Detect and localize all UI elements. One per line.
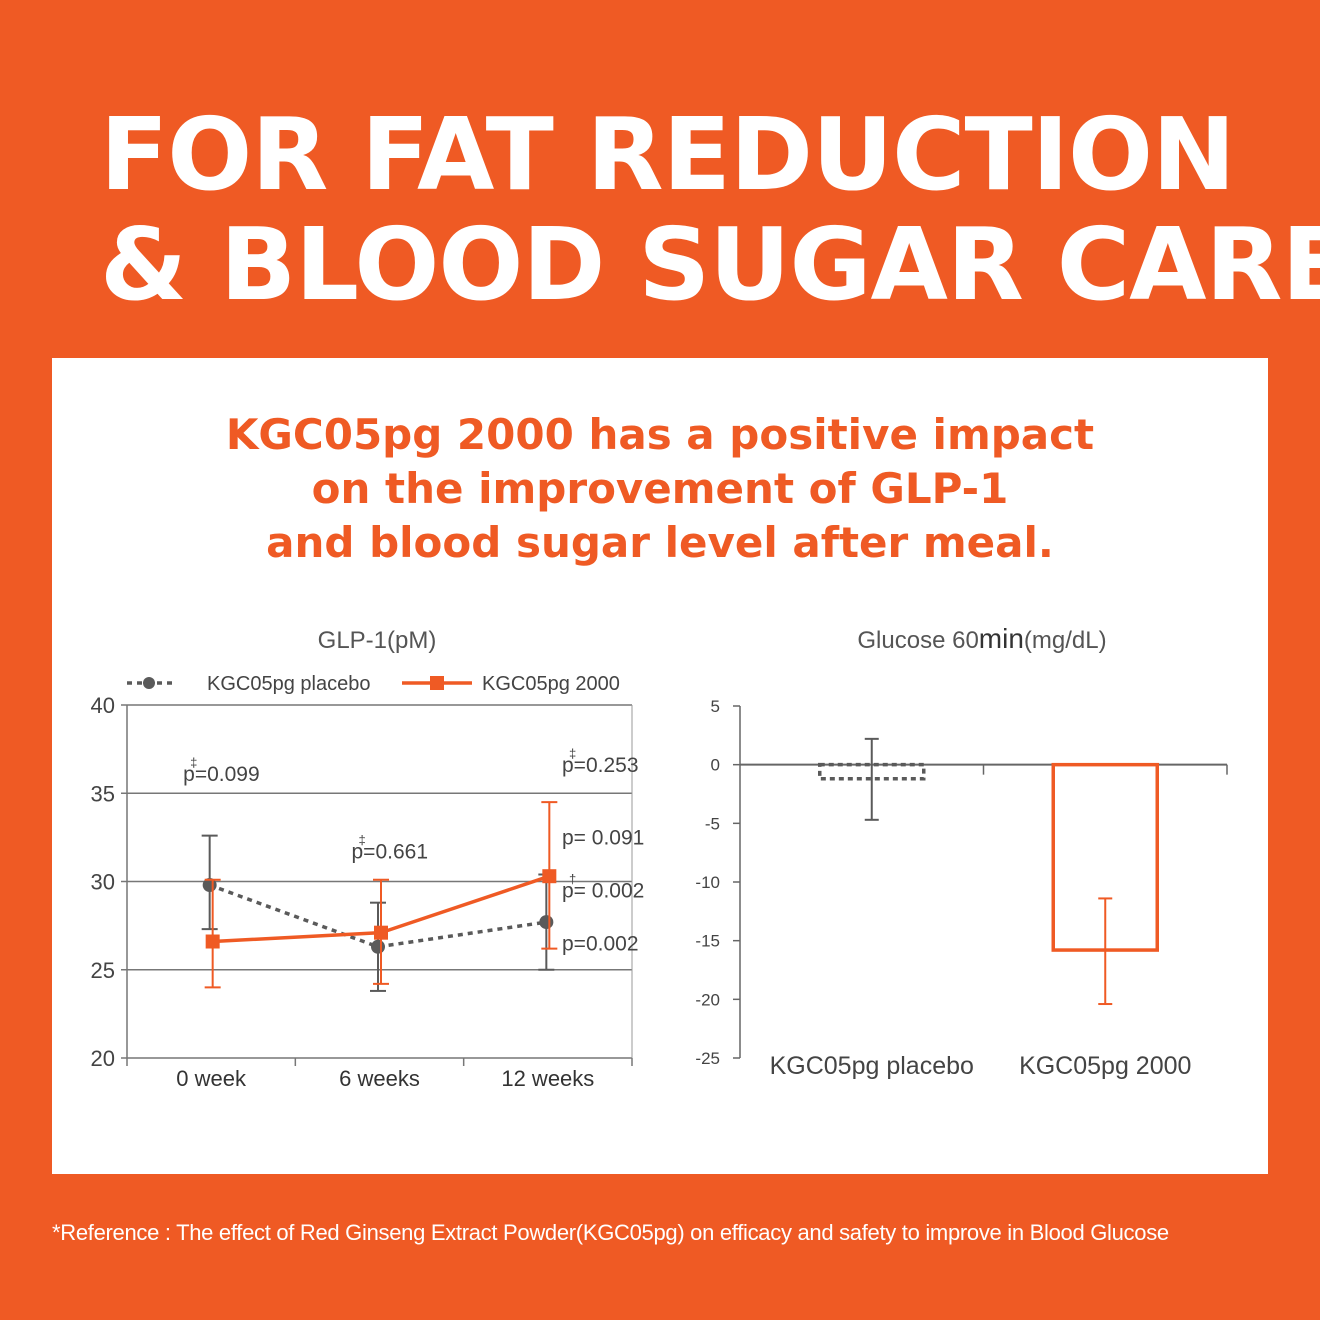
glp1-point-square bbox=[374, 925, 388, 940]
glucose-ytick-label: -10 bbox=[695, 873, 720, 892]
glucose-ytick-label: -5 bbox=[705, 814, 720, 833]
panel-subtitle: KGC05pg 2000 has a positive impact on th… bbox=[52, 408, 1268, 570]
subtitle-line-3: and blood sugar level after meal. bbox=[266, 518, 1054, 567]
glp1-ytick-label: 25 bbox=[91, 958, 115, 983]
subtitle-line-2: on the improvement of GLP-1 bbox=[311, 464, 1009, 513]
glp1-annotation-text: p=0.099 bbox=[183, 763, 260, 786]
legend-placebo-marker bbox=[143, 677, 155, 689]
headline-line-2: & BLOOD SUGAR CARE* bbox=[100, 210, 1320, 320]
headline-line-1: FOR FAT REDUCTION bbox=[100, 96, 1236, 213]
glp1-annotation: p=0.253 bbox=[562, 754, 639, 777]
glp1-annotation-text: p= 0.091 bbox=[562, 826, 644, 849]
glp1-annotation-text: p=0.661 bbox=[352, 841, 429, 864]
charts-svg: GLP-1(pM) 20 25 30 35 40 0 week 6 weeks 12 weeks… bbox=[91, 623, 1228, 1091]
glp1-xtick-label: 0 week bbox=[176, 1066, 247, 1091]
glp1-annotation-dagger: ‡ bbox=[569, 746, 576, 761]
glucose-category-label: KGC05pg placebo bbox=[770, 1052, 974, 1080]
headline-line-2-text: & BLOOD SUGAR CARE bbox=[100, 206, 1320, 323]
glp1-annotation: p= 0.002 bbox=[562, 879, 644, 902]
glp1-point-circle bbox=[539, 915, 554, 930]
glp1-annotation: p=0.661 bbox=[352, 841, 429, 864]
glp1-series-line bbox=[209, 883, 547, 949]
legend-2000-label: KGC05pg 2000 bbox=[482, 673, 620, 695]
glucose-ytick-label: 5 bbox=[711, 697, 720, 716]
glucose-ytick-label: 0 bbox=[711, 756, 720, 775]
reference-note: *Reference : The effect of Red Ginseng E… bbox=[52, 1220, 1169, 1245]
glp1-annotation: p= 0.091 bbox=[562, 826, 644, 849]
glp1-ytick-label: 35 bbox=[91, 781, 115, 806]
glp1-ytick-label: 40 bbox=[91, 693, 115, 718]
glp1-annotation-text: p=0.253 bbox=[562, 754, 639, 777]
glucose-ytick-label: -15 bbox=[695, 932, 720, 951]
glucose-title-part: (mg/dL) bbox=[1024, 627, 1107, 654]
subtitle-line-1: KGC05pg 2000 has a positive impact bbox=[225, 410, 1095, 459]
glp1-title: GLP-1(pM) bbox=[318, 627, 437, 654]
glp1-xtick-label: 12 weeks bbox=[501, 1066, 594, 1091]
glp1-annotation-text: p=0.002 bbox=[562, 932, 639, 955]
glp1-annotation-dagger: ‡ bbox=[190, 755, 197, 770]
glp1-point-circle bbox=[371, 939, 385, 954]
legend-2000-marker bbox=[430, 676, 444, 690]
glp1-annotation-dagger: † bbox=[569, 871, 576, 886]
glp1-ytick-label: 30 bbox=[91, 870, 115, 895]
legend-placebo-label: KGC05pg placebo bbox=[207, 673, 370, 695]
glucose-ytick-label: -20 bbox=[695, 990, 720, 1009]
glp1-ytick-label: 20 bbox=[91, 1046, 115, 1071]
glucose-title-part: min bbox=[979, 623, 1024, 654]
glp1-annotation: p=0.099 bbox=[183, 763, 260, 786]
chart-panel: KGC05pg 2000 has a positive impact on th… bbox=[52, 358, 1268, 1174]
glp1-annotation-text: p= 0.002 bbox=[562, 879, 644, 902]
glucose-category-label: KGC05pg 2000 bbox=[1019, 1052, 1191, 1080]
glp1-point-square bbox=[542, 869, 557, 884]
glucose-ytick-label: -25 bbox=[695, 1049, 720, 1068]
glp1-annotation: p=0.002 bbox=[562, 932, 639, 955]
glp1-annotation-dagger: ‡ bbox=[359, 833, 366, 848]
glp1-point-square bbox=[205, 934, 220, 949]
headline: FOR FAT REDUCTION & BLOOD SUGAR CARE* bbox=[100, 96, 1320, 320]
glp1-xtick-label: 6 weeks bbox=[339, 1066, 420, 1091]
glucose-title: Glucose 60min(mg/dL) bbox=[857, 623, 1106, 654]
glucose-title-part: Glucose 60 bbox=[857, 627, 978, 654]
glucose-bar bbox=[818, 762, 926, 781]
